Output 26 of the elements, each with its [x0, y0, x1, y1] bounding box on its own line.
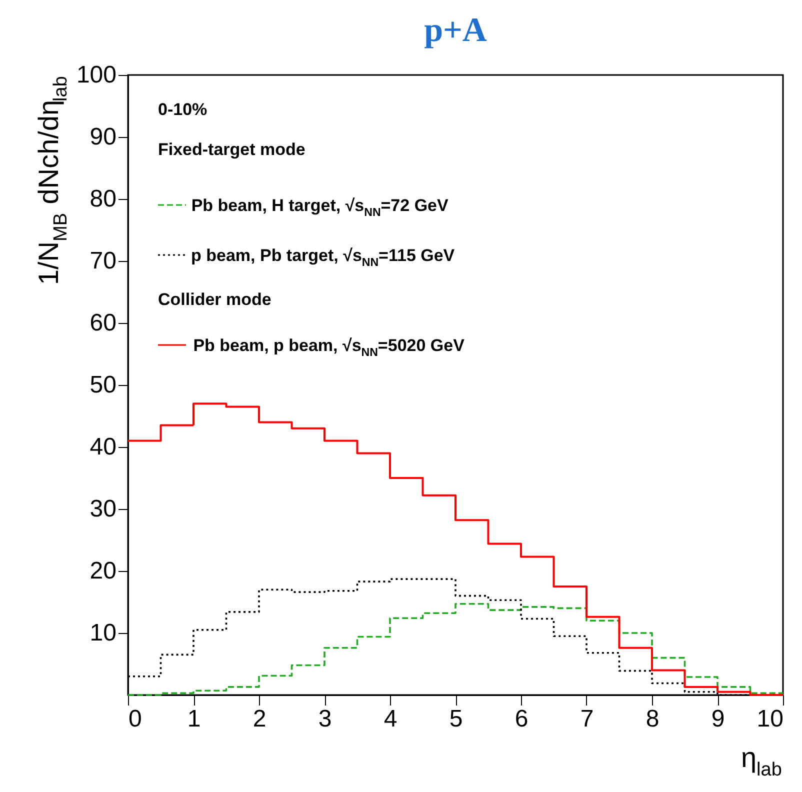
y-tick-label: 20	[90, 558, 116, 584]
x-tick-label: 6	[514, 706, 528, 732]
x-tick-label: 10	[756, 706, 784, 732]
x-tick-label: 3	[318, 706, 332, 732]
x-tick-label: 4	[384, 706, 398, 732]
y-tick-label: 70	[90, 248, 116, 274]
x-tick-label: 9	[711, 706, 725, 732]
y-tick-label: 90	[90, 124, 116, 150]
y-tick-label: 100	[76, 62, 116, 88]
chart-title: p+A	[424, 12, 488, 49]
y-tick-label: 50	[90, 372, 116, 398]
y-axis-title: 1/NMB dNch/dηlab	[33, 76, 72, 286]
y-tick-label: 30	[90, 496, 116, 522]
x-tick-label: 7	[580, 706, 594, 732]
x-tick-label: 1	[187, 706, 201, 732]
annotation: Collider mode	[158, 290, 272, 309]
y-tick-label: 60	[90, 310, 116, 336]
annotation: Fixed-target mode	[158, 140, 306, 159]
y-tick-label: 40	[90, 434, 116, 460]
x-tick-label: 0	[128, 706, 142, 732]
x-tick-label: 8	[646, 706, 660, 732]
x-tick-label: 5	[449, 706, 463, 732]
y-tick-label: 80	[90, 186, 116, 212]
annotation: 0-10%	[158, 100, 208, 119]
x-tick-label: 2	[252, 706, 266, 732]
y-tick-label: 10	[90, 620, 116, 646]
